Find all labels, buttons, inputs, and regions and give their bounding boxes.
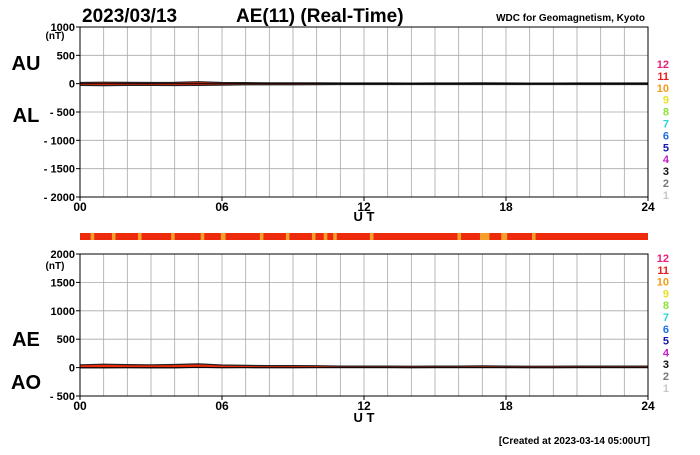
ae-ao-y-tick-label: 1500 [51,277,75,289]
ae-ao-legend-level: 8 [663,300,669,312]
ae-ao-x-tick-label: 00 [73,399,87,413]
au-al-x-tick-label: 06 [215,200,229,214]
ae-ao-y-tick-label: 1000 [51,306,75,318]
au-al-legend-level: 8 [663,107,669,119]
au-al-y-ticks: 1000 500 0 - 500 - 1000 - 1500 - 2000 [44,22,80,204]
au-al-legend-level: 6 [663,130,669,142]
station-count-highlight-segment [259,233,264,240]
station-count-highlight-segment [311,233,316,240]
ae-ao-series-line-ae [79,363,648,367]
station-count-highlight-segment [200,233,205,240]
au-al-series-line-au [79,81,648,84]
ae-ao-legend-level: 5 [663,336,669,348]
au-al-y-tick-label: - 500 [50,107,75,119]
station-count-highlight-segment [501,233,508,240]
station-count-highlight-segment [333,233,337,240]
station-count-highlight-segment [323,233,328,240]
au-al-grid [80,27,648,197]
station-count-highlight-segment [457,233,462,240]
au-label: AU [12,53,41,75]
ae-ao-legend-level: 4 [663,347,670,359]
ae-ao-legend-level: 9 [663,288,669,300]
al-label: AL [13,105,40,127]
ae-ao-band-area [80,363,648,368]
ae-ao-x-tick-label: 12 [357,399,371,413]
au-al-legend-level: 5 [663,142,669,154]
ae-ao-x-tick-label: 18 [499,399,513,413]
au-al-x-axis-label: U T [354,209,375,224]
ae-ao-y-tick-label: 0 [69,363,75,375]
ao-label: AO [11,372,41,394]
station-count-highlight-segment [171,233,175,240]
ae-ao-legend-level: 12 [657,253,669,265]
au-al-legend-level: 3 [663,166,669,178]
station-count-highlight-segment [532,233,536,240]
au-al-series-line-al [79,83,648,87]
au-al-x-tick-label: 18 [499,200,513,214]
station-count-highlight-segment [111,233,116,240]
au-al-y-tick-label: - 2000 [44,192,75,204]
ae-ao-legend-level: 7 [663,312,669,324]
ae-ao-legend-level: 3 [663,359,669,371]
station-count-highlight-segment [479,233,490,240]
station-count-highlight-segment [137,233,142,240]
au-al-legend-level: 2 [663,178,669,190]
source-label: WDC for Geomagnetism, Kyoto [496,13,645,24]
ae-ao-x-ticks: 00 06 12 18 24 [73,396,655,413]
ae-ao-grid [80,254,648,396]
au-al-x-tick-label: 24 [641,200,655,214]
station-count-base-bar [80,233,648,240]
au-al-y-tick-label: 0 [69,79,75,91]
au-al-legend-level: 12 [657,59,669,71]
index-title: AE(11) (Real-Time) [236,6,404,27]
au-al-legend-level: 9 [663,95,669,107]
ae-ao-y-ticks: 2000 1500 1000 500 0 - 500 [50,249,80,403]
au-al-legend-level: 4 [663,154,670,166]
au-al-unit-label: (nT) [46,31,65,42]
au-al-y-tick-label: - 1500 [44,164,75,176]
ae-ao-data [79,253,649,397]
au-al-x-tick-label: 12 [357,200,371,214]
station-count-highlight-segment [90,233,95,240]
station-count-strip [80,233,648,240]
ae-ao-legend-level: 6 [663,324,669,336]
ae-ao-unit-label: (nT) [46,261,65,272]
ae-ao-legend-level: 2 [663,371,669,383]
ae-ao-y-tick-label: 2000 [51,249,75,261]
ae-ao-x-tick-label: 06 [215,399,229,413]
date-title: 2023/03/13 [82,6,177,27]
station-count-highlight-segment [220,233,226,240]
ae-ao-legend-level: 11 [657,265,669,277]
created-timestamp: [Created at 2023-03-14 05:00UT] [499,436,650,447]
ae-ao-x-tick-label: 24 [641,399,655,413]
ae-label: AE [12,329,40,351]
ae-ao-y-tick-label: 500 [57,334,75,346]
station-count-highlight-segment [285,233,290,240]
au-al-legend-level: 7 [663,119,669,131]
au-al-x-tick-label: 00 [73,200,87,214]
ae-ao-legend-level: 10 [657,277,669,289]
au-al-y-tick-label: - 1000 [44,135,75,147]
au-al-legend-level: 10 [657,83,669,95]
ae-ao-x-axis-label: U T [354,410,375,425]
au-al-x-ticks: 00 06 12 18 24 [73,197,655,214]
au-al-legend-level: 1 [663,190,669,202]
ae-ao-legend-level: 1 [663,383,669,395]
au-al-y-tick-label: 500 [57,50,75,62]
au-al-legend-level: 11 [657,71,669,83]
au-al-y-tick-label: 1000 [51,22,75,34]
ae-ao-y-tick-label: - 500 [50,391,75,403]
station-count-highlight-segment [369,233,374,240]
